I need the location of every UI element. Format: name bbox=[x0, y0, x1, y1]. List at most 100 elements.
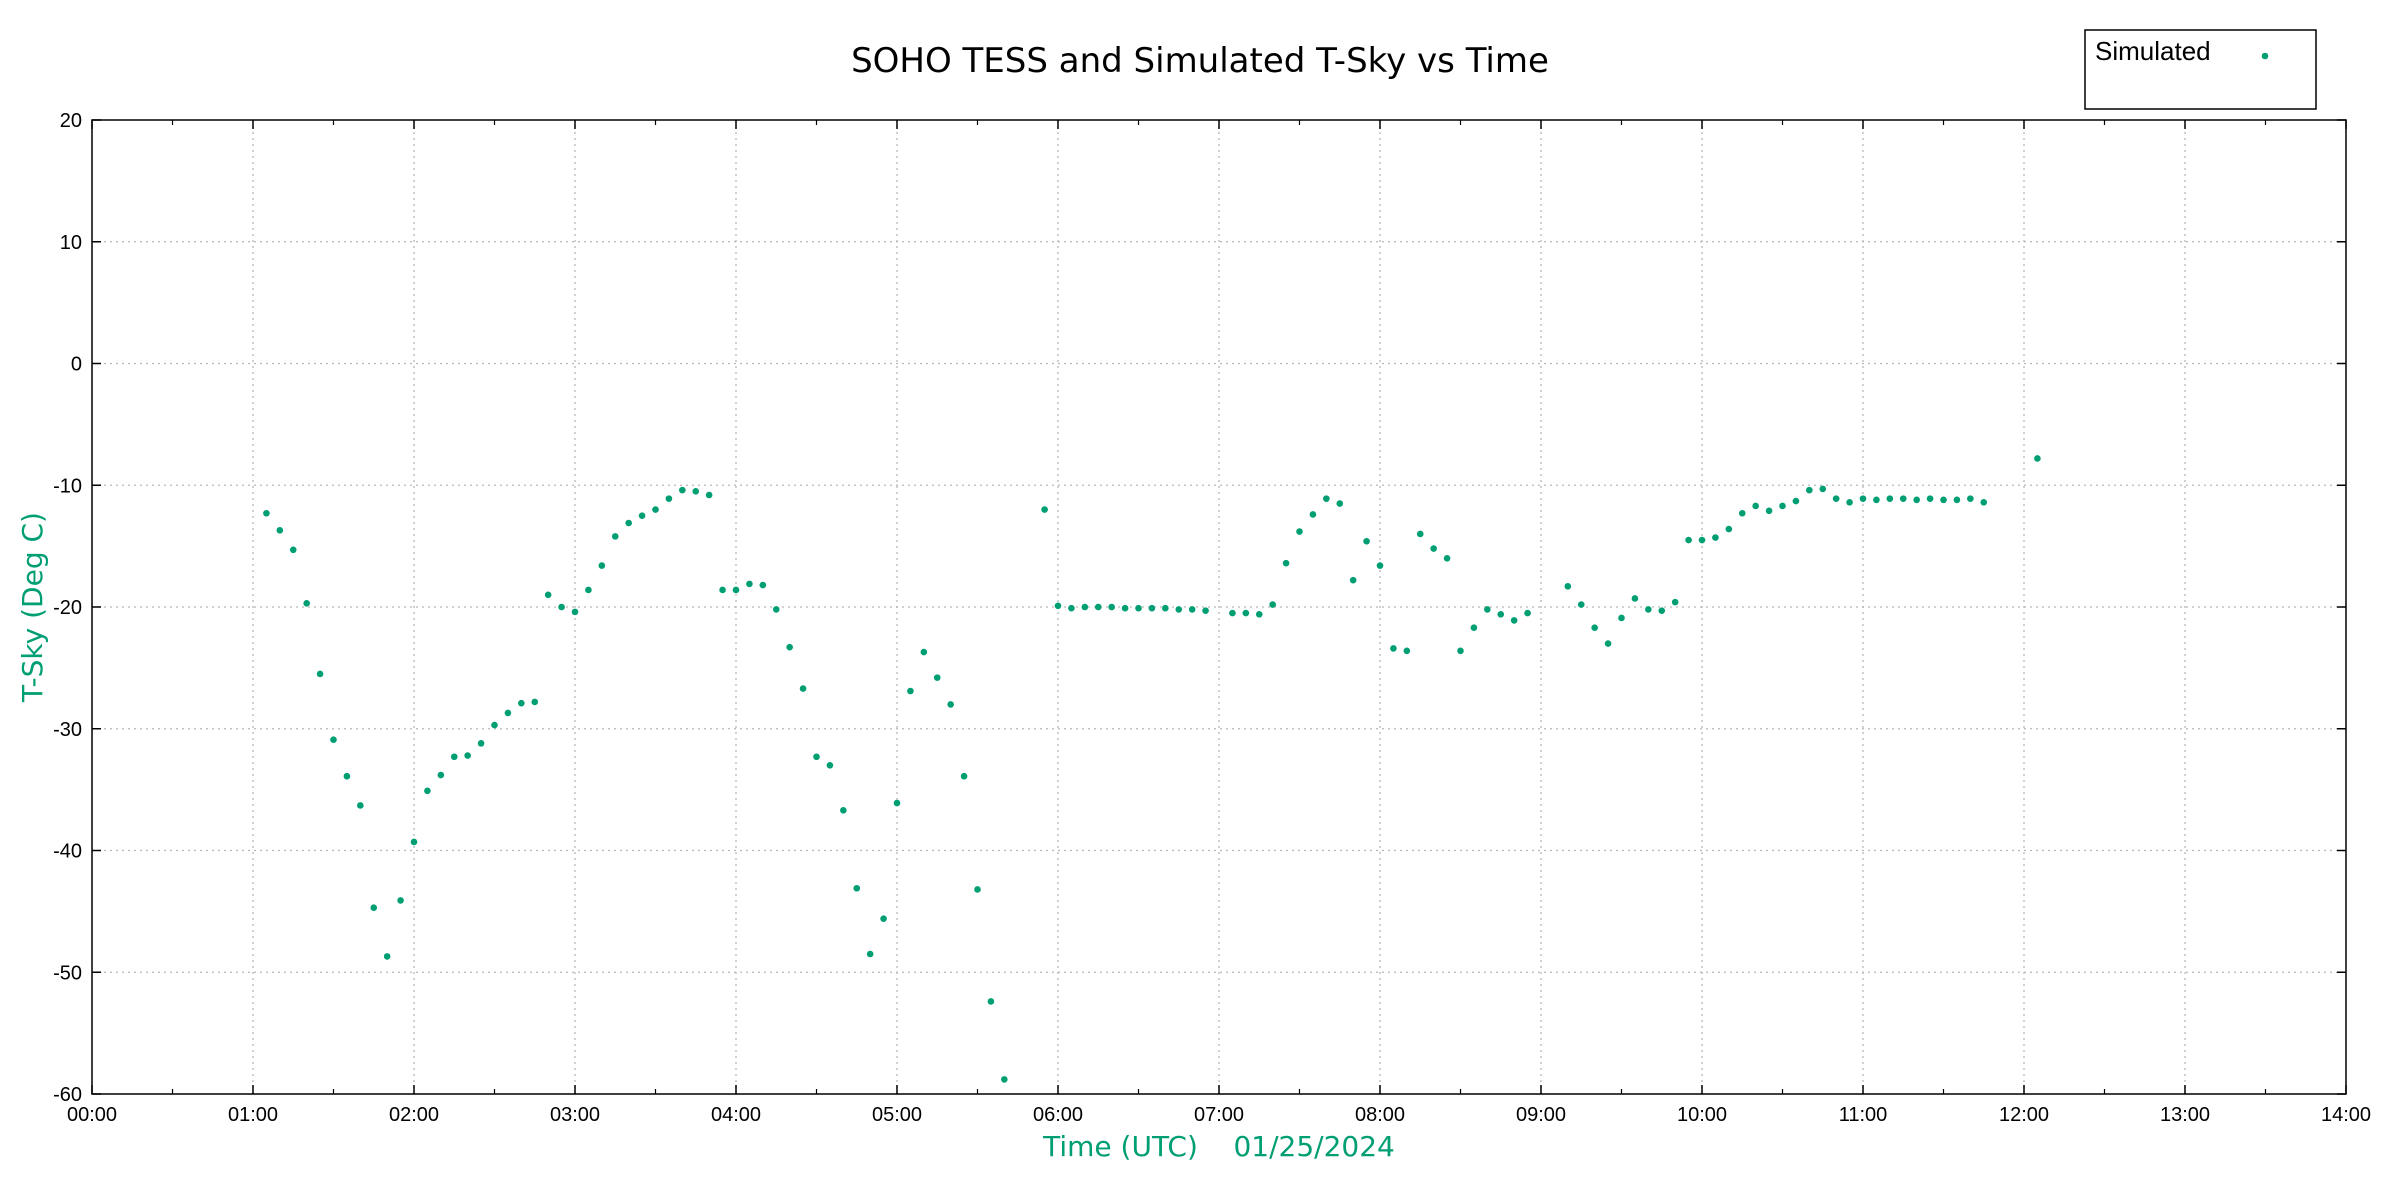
data-point bbox=[585, 586, 592, 594]
data-point bbox=[1376, 562, 1384, 569]
data-point bbox=[786, 643, 793, 651]
data-point bbox=[1068, 604, 1075, 612]
x-tick-label: 06:00 bbox=[1033, 1104, 1083, 1126]
data-point bbox=[1980, 498, 1988, 506]
data-point bbox=[679, 486, 686, 494]
data-point bbox=[1658, 607, 1666, 614]
data-point bbox=[1390, 645, 1397, 652]
data-point bbox=[1041, 506, 1048, 513]
y-tick-label: -50 bbox=[53, 962, 82, 984]
data-point bbox=[1886, 495, 1894, 502]
data-point bbox=[1403, 647, 1411, 655]
y-tick-label: -60 bbox=[53, 1084, 82, 1106]
data-point bbox=[1269, 601, 1276, 608]
x-tick-label: 07:00 bbox=[1194, 1104, 1244, 1126]
data-point bbox=[987, 998, 995, 1005]
data-point bbox=[1282, 559, 1290, 567]
data-point bbox=[1510, 617, 1518, 624]
data-point bbox=[799, 685, 807, 692]
data-point bbox=[357, 802, 364, 809]
data-point bbox=[853, 884, 861, 892]
data-point bbox=[826, 761, 834, 769]
data-point bbox=[1242, 609, 1250, 617]
data-point bbox=[611, 533, 619, 540]
data-point bbox=[1296, 528, 1303, 535]
data-point bbox=[907, 687, 914, 695]
y-tick-label: 20 bbox=[60, 110, 82, 132]
data-point bbox=[1135, 604, 1142, 612]
x-tick-label: 08:00 bbox=[1355, 1104, 1405, 1126]
legend-label: Simulated bbox=[2095, 36, 2211, 66]
data-point bbox=[544, 591, 552, 599]
x-tick-label: 03:00 bbox=[550, 1104, 600, 1126]
data-point bbox=[2034, 455, 2041, 462]
data-point bbox=[1121, 604, 1129, 612]
chart-title: SOHO TESS and Simulated T-Sky vs Time bbox=[851, 41, 1549, 81]
data-point bbox=[1416, 530, 1424, 538]
x-tick-label: 05:00 bbox=[872, 1104, 922, 1126]
data-point bbox=[638, 512, 646, 519]
data-point bbox=[504, 709, 512, 717]
data-point bbox=[1765, 507, 1773, 515]
data-point bbox=[1913, 496, 1920, 504]
data-point bbox=[276, 526, 284, 534]
data-point bbox=[1779, 502, 1786, 510]
data-point bbox=[732, 586, 740, 594]
data-point bbox=[893, 799, 901, 807]
data-point bbox=[947, 701, 954, 708]
data-point bbox=[531, 698, 539, 706]
data-point bbox=[1859, 495, 1867, 502]
data-point bbox=[1175, 606, 1183, 613]
data-point bbox=[652, 506, 659, 513]
data-point bbox=[1470, 624, 1478, 631]
data-point bbox=[491, 721, 498, 729]
data-point bbox=[450, 753, 458, 761]
y-axis-label: T-Sky (Deg C) bbox=[16, 512, 49, 703]
data-point bbox=[1162, 604, 1169, 612]
data-point bbox=[303, 600, 310, 607]
legend-marker bbox=[2261, 52, 2269, 60]
data-point bbox=[1363, 537, 1370, 545]
data-point bbox=[410, 838, 418, 846]
data-point bbox=[1819, 485, 1827, 493]
data-point bbox=[974, 886, 981, 893]
data-point bbox=[1645, 606, 1652, 613]
data-point bbox=[1430, 545, 1437, 552]
y-tick-label: -20 bbox=[53, 597, 82, 619]
data-point bbox=[1577, 601, 1585, 608]
x-tick-label: 04:00 bbox=[711, 1104, 761, 1126]
y-tick-label: -40 bbox=[53, 841, 82, 863]
x-axis-label: Time (UTC) 01/25/2024 bbox=[1042, 1130, 1395, 1163]
data-point bbox=[880, 915, 887, 922]
data-point bbox=[1832, 495, 1840, 502]
data-point bbox=[598, 562, 606, 569]
data-point bbox=[1873, 496, 1880, 504]
data-point bbox=[1940, 496, 1947, 504]
data-point bbox=[316, 670, 324, 678]
data-point bbox=[1738, 509, 1746, 517]
data-point bbox=[571, 608, 579, 616]
data-point bbox=[263, 509, 270, 517]
x-tick-label: 09:00 bbox=[1516, 1104, 1566, 1126]
data-point bbox=[746, 580, 753, 588]
data-point bbox=[1846, 498, 1853, 506]
legend: Simulated bbox=[2084, 29, 2317, 110]
data-point bbox=[397, 897, 404, 904]
data-point bbox=[437, 771, 445, 779]
data-point bbox=[1631, 595, 1639, 602]
data-point bbox=[1202, 607, 1209, 614]
data-point bbox=[1591, 624, 1598, 631]
data-point bbox=[477, 740, 485, 747]
data-point bbox=[383, 953, 391, 960]
data-point bbox=[1229, 609, 1236, 617]
data-point bbox=[759, 581, 767, 589]
data-point bbox=[1685, 536, 1692, 544]
x-tick-label: 00:00 bbox=[67, 1104, 117, 1126]
data-point bbox=[933, 674, 941, 681]
data-point bbox=[1899, 495, 1907, 502]
x-tick-label: 10:00 bbox=[1677, 1104, 1727, 1126]
data-point bbox=[1148, 604, 1156, 612]
data-point bbox=[1752, 502, 1759, 510]
data-point bbox=[518, 699, 525, 707]
data-point bbox=[1443, 555, 1451, 562]
